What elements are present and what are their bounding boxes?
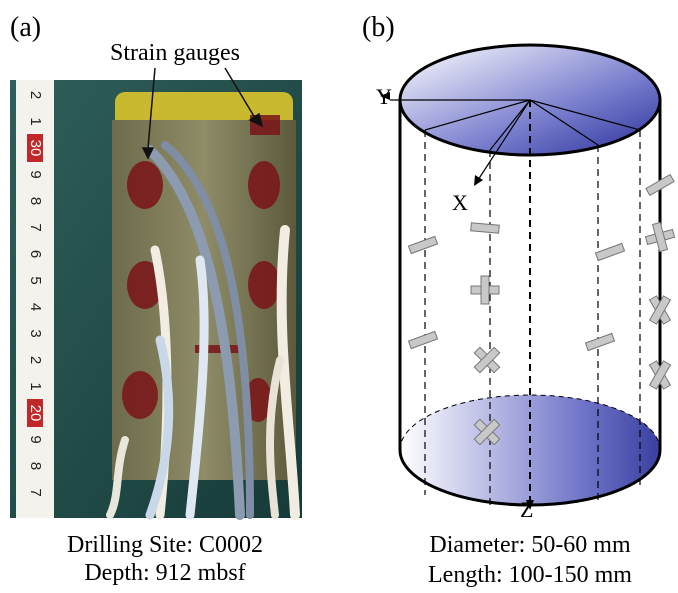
- strain-gauge: [648, 360, 672, 390]
- ruler-label: 1: [27, 117, 44, 125]
- cylinder: [380, 43, 676, 510]
- ruler-label: 7: [27, 488, 44, 496]
- photo: 2 1 30 9 8 7 6 5 4 3 2 1 20 9 8 7: [10, 80, 302, 520]
- ruler-label: 2: [27, 91, 44, 99]
- strain-gauge: [651, 221, 669, 253]
- strain-gauge: [407, 330, 439, 350]
- ruler-label: 8: [27, 462, 44, 470]
- panel-label: (a): [10, 12, 41, 43]
- ruler-label: 8: [27, 197, 44, 205]
- ruler-label: 6: [27, 250, 44, 258]
- ruler-label: 5: [27, 276, 44, 284]
- annotation: Strain gauges: [110, 40, 240, 66]
- strain-gauge: [645, 173, 675, 197]
- annotation-arrows: [141, 67, 264, 160]
- panel-label: (b): [362, 12, 395, 43]
- caption: Drilling Site: C0002: [67, 532, 263, 558]
- ruler: 2 1 30 9 8 7 6 5 4 3 2 1 20 9 8 7: [27, 91, 44, 497]
- ruler-label: 4: [27, 303, 44, 311]
- caption: Diameter: 50-60 mm: [429, 532, 631, 558]
- strain-gauge: [584, 332, 616, 352]
- ruler-label: 2: [27, 356, 44, 364]
- strain-gauge: [648, 295, 672, 325]
- ruler-label: 9: [27, 435, 44, 443]
- caption: Length: 100-150 mm: [428, 562, 632, 588]
- strain-gauge: [480, 275, 490, 305]
- strain-gauge: [594, 242, 626, 262]
- ruler-mark: [27, 134, 43, 162]
- axis-label: Y: [376, 84, 392, 109]
- ruler-label: 1: [27, 382, 44, 390]
- ruler-label: 30: [27, 140, 44, 157]
- ruler-label: 9: [27, 170, 44, 178]
- axis-label: Z: [520, 497, 533, 522]
- strain-gauge: [473, 346, 501, 374]
- strain-gauge: [407, 235, 439, 255]
- caption: Depth: 912 mbsf: [84, 560, 245, 586]
- ruler-label: 7: [27, 223, 44, 231]
- strain-gauge: [470, 222, 500, 234]
- axis-label: X: [452, 190, 468, 215]
- ruler-label: 3: [27, 329, 44, 337]
- strain-gauge: [473, 418, 501, 446]
- ruler-label: 20: [27, 405, 44, 422]
- ruler-mark: [27, 399, 43, 427]
